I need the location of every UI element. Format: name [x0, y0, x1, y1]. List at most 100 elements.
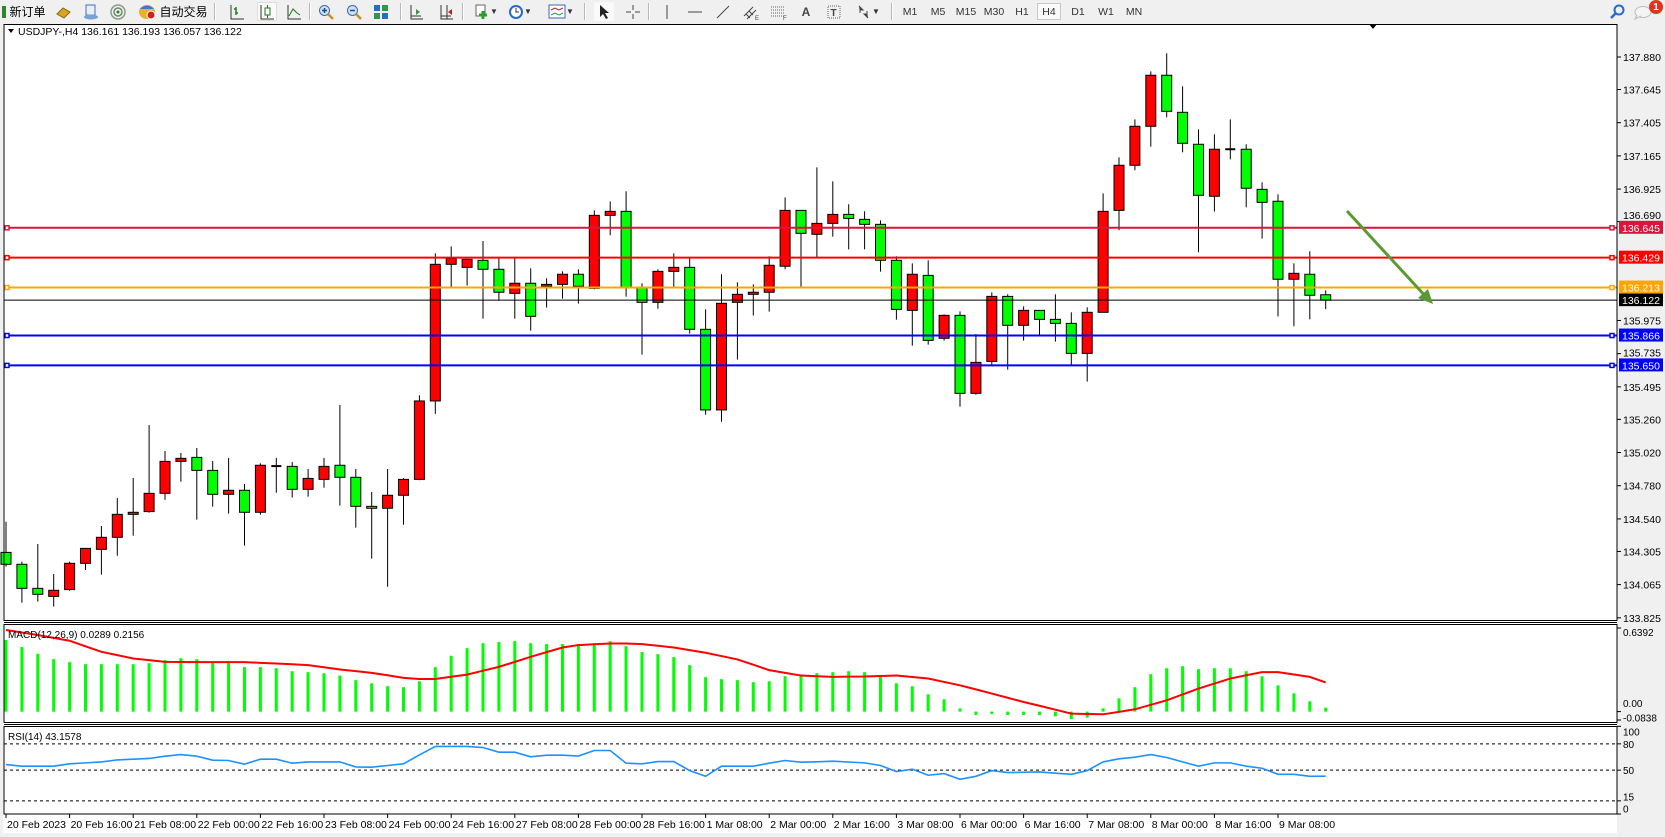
candle[interactable] — [64, 561, 76, 591]
cursor-icon[interactable] — [594, 2, 614, 21]
signals-icon[interactable] — [109, 2, 127, 21]
candle[interactable] — [1002, 294, 1014, 370]
candle[interactable] — [1225, 119, 1236, 160]
candle[interactable] — [80, 547, 91, 570]
candle[interactable] — [413, 395, 425, 481]
candle[interactable] — [986, 292, 998, 365]
candle[interactable] — [95, 525, 107, 575]
chart-shift-marker-icon[interactable] — [1369, 24, 1377, 29]
candle[interactable] — [1034, 309, 1045, 336]
candle[interactable] — [716, 274, 727, 422]
candle[interactable] — [700, 309, 712, 415]
horizontal-line-icon[interactable] — [686, 2, 704, 21]
candle[interactable] — [954, 311, 966, 407]
candle[interactable] — [1208, 134, 1220, 212]
candle[interactable] — [48, 573, 60, 607]
candle[interactable] — [795, 209, 807, 288]
timeframe-m30[interactable]: M30 — [983, 5, 1005, 18]
line-chart-icon[interactable] — [285, 2, 303, 21]
search-icon[interactable] — [1608, 2, 1626, 21]
candle[interactable] — [588, 210, 600, 290]
candle[interactable] — [350, 468, 362, 528]
timeframe-m15[interactable]: M15 — [955, 5, 977, 18]
level-handle[interactable] — [4, 254, 10, 261]
candle[interactable] — [684, 258, 696, 334]
level-handle[interactable] — [4, 362, 10, 369]
template-button[interactable]: ▼ — [545, 2, 577, 21]
candle[interactable] — [127, 477, 139, 536]
zoom-out-icon[interactable] — [345, 2, 363, 21]
level-handle[interactable] — [1609, 254, 1615, 261]
candle[interactable] — [1097, 193, 1109, 313]
candle[interactable] — [763, 256, 775, 312]
level-handle[interactable] — [4, 284, 10, 291]
level-handle[interactable] — [1609, 225, 1615, 231]
level-handle[interactable] — [1609, 362, 1615, 369]
candle[interactable] — [207, 460, 219, 507]
candle[interactable] — [1304, 251, 1316, 320]
candle[interactable] — [334, 404, 346, 506]
candle[interactable] — [1177, 86, 1189, 153]
candle[interactable] — [1193, 129, 1204, 253]
candle[interactable] — [1049, 294, 1061, 342]
candlestick-icon[interactable] — [257, 2, 277, 21]
gold-icon[interactable] — [54, 2, 72, 21]
timeframe-m5[interactable]: M5 — [930, 5, 946, 18]
candle[interactable] — [906, 263, 918, 346]
candle[interactable] — [1288, 263, 1300, 327]
candle[interactable] — [604, 201, 616, 236]
candle[interactable] — [32, 543, 44, 602]
candle[interactable] — [0, 521, 12, 567]
candle[interactable] — [1065, 312, 1077, 366]
candle[interactable] — [572, 269, 584, 304]
equidistant-channel-icon[interactable]: E — [742, 2, 762, 21]
bar-chart-icon[interactable] — [228, 2, 246, 21]
vertical-line-icon[interactable] — [660, 2, 674, 21]
candle[interactable] — [1113, 157, 1125, 231]
candle[interactable] — [382, 468, 394, 587]
chart-shift-icon[interactable] — [406, 2, 426, 21]
collapse-triangle-icon[interactable] — [8, 29, 14, 33]
candle[interactable] — [859, 211, 871, 250]
tile-windows-icon[interactable] — [372, 2, 390, 21]
timeframe-m1[interactable]: M1 — [902, 5, 918, 18]
candle[interactable] — [1081, 307, 1093, 382]
new-chart-button[interactable]: ▼ — [471, 2, 501, 21]
candle[interactable] — [254, 463, 266, 515]
candle[interactable] — [302, 468, 314, 497]
candle[interactable] — [1161, 53, 1173, 118]
candle[interactable] — [175, 452, 187, 482]
level-handle[interactable] — [4, 225, 10, 231]
text-icon[interactable]: A — [801, 4, 811, 19]
chart-window[interactable]: 137.880 137.645 137.405 137.165 136.925 136.6… — [0, 23, 1665, 837]
auto-trade-button[interactable]: 自动交易 — [137, 2, 209, 21]
candle[interactable] — [111, 498, 123, 556]
macd-pane[interactable] — [4, 629, 1617, 720]
candle[interactable] — [811, 167, 823, 258]
candle[interactable] — [429, 253, 441, 414]
zoom-in-icon[interactable] — [317, 2, 335, 21]
candle[interactable] — [366, 491, 378, 559]
candle[interactable] — [493, 258, 505, 301]
candle[interactable] — [938, 314, 950, 341]
new-order-button[interactable]: 新订单 — [2, 2, 46, 21]
candle[interactable] — [398, 478, 409, 525]
candle[interactable] — [271, 457, 282, 493]
arrows-button[interactable]: ▼ — [853, 2, 883, 21]
timeframe-h1[interactable]: H1 — [1015, 5, 1029, 18]
level-handle[interactable] — [1609, 332, 1615, 339]
candle[interactable] — [1129, 119, 1141, 171]
candle[interactable] — [557, 271, 568, 299]
candle[interactable] — [731, 282, 743, 360]
candle[interactable] — [922, 260, 934, 345]
timeframe-w1[interactable]: W1 — [1098, 5, 1114, 18]
text-label-icon[interactable]: T — [826, 2, 842, 21]
trend-arrow-line[interactable] — [1345, 209, 1430, 301]
candle[interactable] — [1240, 144, 1252, 208]
chat-icon[interactable] — [1634, 2, 1652, 21]
candle[interactable] — [541, 278, 553, 308]
candle[interactable] — [159, 451, 171, 500]
crosshair-icon[interactable] — [624, 2, 642, 21]
price-pane[interactable] — [0, 53, 1617, 607]
candle[interactable] — [143, 425, 155, 513]
